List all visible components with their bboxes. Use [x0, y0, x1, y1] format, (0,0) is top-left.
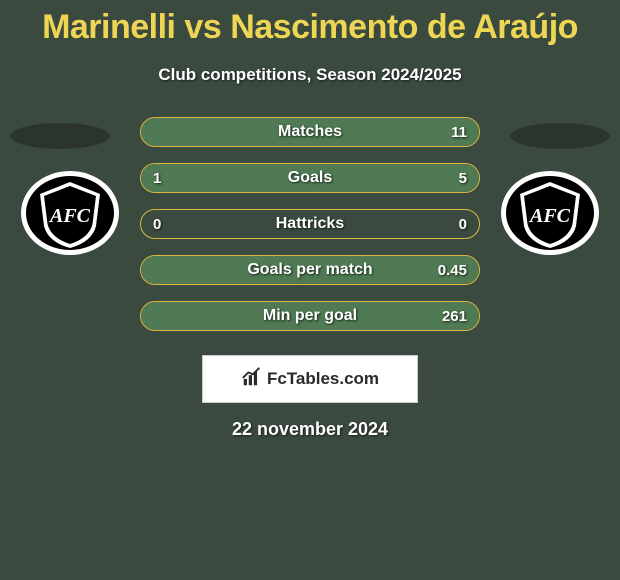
attribution-text: FcTables.com [267, 369, 379, 389]
club-badge-left: AFC [20, 170, 120, 256]
bar-chart-icon [241, 366, 263, 393]
stat-row: Min per goal261 [140, 301, 480, 331]
stat-row: 0Hattricks0 [140, 209, 480, 239]
stat-value-right: 11 [451, 118, 467, 146]
stat-label: Matches [141, 118, 479, 146]
svg-text:AFC: AFC [48, 205, 91, 227]
stat-value-right: 0 [459, 210, 467, 238]
subtitle: Club competitions, Season 2024/2025 [0, 65, 620, 85]
stat-value-right: 0.45 [438, 256, 467, 284]
stat-label: Goals per match [141, 256, 479, 284]
stats-container: Matches11 1Goals5 0Hattricks0 Goals per mat… [140, 115, 480, 331]
stat-row: Goals per match0.45 [140, 255, 480, 285]
attribution-badge: FcTables.com [202, 355, 418, 403]
comparison-area: AFC AFC Matches11 1Goals5 0Hattricks0 Goals… [0, 115, 620, 345]
club-badge-right: AFC [500, 170, 600, 256]
page-title: Marinelli vs Nascimento de Araújo [0, 0, 620, 47]
stat-label: Goals [141, 164, 479, 192]
stat-value-right: 5 [459, 164, 467, 192]
player-shadow-right [510, 123, 610, 149]
svg-text:AFC: AFC [528, 205, 571, 227]
stat-value-right: 261 [442, 302, 467, 330]
stat-row: Matches11 [140, 117, 480, 147]
stat-label: Min per goal [141, 302, 479, 330]
stat-label: Hattricks [141, 210, 479, 238]
stat-row: 1Goals5 [140, 163, 480, 193]
date-line: 22 november 2024 [0, 419, 620, 440]
player-shadow-left [10, 123, 110, 149]
